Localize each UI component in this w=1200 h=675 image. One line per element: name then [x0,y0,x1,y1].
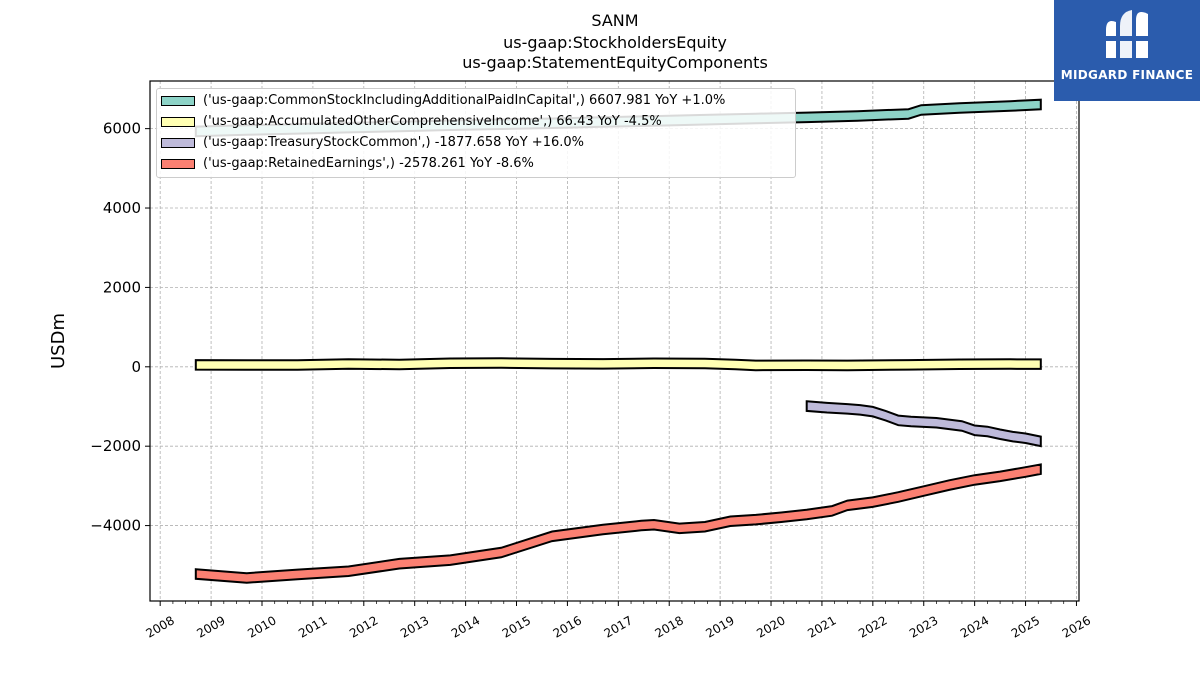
legend-swatch-aoci [161,117,195,127]
x-tick-label: 2021 [805,613,838,640]
legend-swatch-treasury-stock [161,138,195,148]
y-tick-label: 4000 [103,199,141,217]
legend-item-aoci: ('us-gaap:AccumulatedOtherComprehensiveI… [157,112,793,132]
x-tick-label: 2010 [245,613,278,640]
x-tick-label: 2026 [1060,613,1093,640]
series-band-1 [194,357,1042,372]
y-axis-label: USDm [48,313,69,369]
x-tick-label: 2013 [398,613,431,640]
series-band-3 [194,463,1042,584]
x-tick-label: 2016 [551,613,584,640]
legend-item-retained-earnings: ('us-gaap:RetainedEarnings',) -2578.261 … [157,154,793,174]
legend-label-treasury-stock: ('us-gaap:TreasuryStockCommon',) -1877.6… [203,135,584,150]
brand-mark-icon [1102,10,1152,58]
x-tick-label: 2011 [296,613,329,640]
chart-subtitle-2: us-gaap:StatementEquityComponents [462,53,768,72]
series-band-2 [805,400,1042,448]
y-tick-label: −2000 [90,437,141,455]
y-tick-label: 0 [131,358,141,376]
x-tick-label: 2023 [907,613,940,640]
legend-item-treasury-stock: ('us-gaap:TreasuryStockCommon',) -1877.6… [157,133,793,153]
x-tick-label: 2024 [958,613,991,640]
chart-title: SANM [591,11,639,30]
tick-labels: 2008 2009 2010 2011 2012 2013 2014 2015 2016 2017… [48,120,1093,641]
legend-swatch-retained-earnings [161,159,195,169]
axes [145,80,1080,606]
x-tick-label: 2009 [194,613,227,640]
x-tick-label: 2019 [703,613,736,640]
chart-subtitle-1: us-gaap:StockholdersEquity [503,33,727,52]
x-tick-label: 2008 [143,613,176,640]
chart-legend: ('us-gaap:CommonStockIncludingAdditional… [156,88,796,178]
x-tick-label: 2014 [449,613,482,640]
brand-logo: MIDGARD FINANCE [1054,0,1200,101]
plot-frame [149,80,1080,602]
legend-item-common-stock: ('us-gaap:CommonStockIncludingAdditional… [157,91,793,111]
x-tick-label: 2018 [652,613,685,640]
y-tick-label: −4000 [90,517,141,535]
x-tick-label: 2022 [856,613,889,640]
legend-label-retained-earnings: ('us-gaap:RetainedEarnings',) -2578.261 … [203,156,534,171]
x-tick-label: 2015 [500,613,533,640]
x-tick-label: 2017 [602,613,635,640]
legend-label-aoci: ('us-gaap:AccumulatedOtherComprehensiveI… [203,114,662,129]
legend-label-common-stock: ('us-gaap:CommonStockIncludingAdditional… [203,93,726,108]
brand-logo-text: MIDGARD FINANCE [1060,68,1194,82]
x-tick-label: 2020 [754,613,787,640]
legend-swatch-common-stock [161,96,195,106]
x-tick-label: 2012 [347,613,380,640]
x-tick-label: 2025 [1009,613,1042,640]
y-tick-label: 2000 [103,278,141,296]
y-tick-label: 6000 [103,120,141,138]
